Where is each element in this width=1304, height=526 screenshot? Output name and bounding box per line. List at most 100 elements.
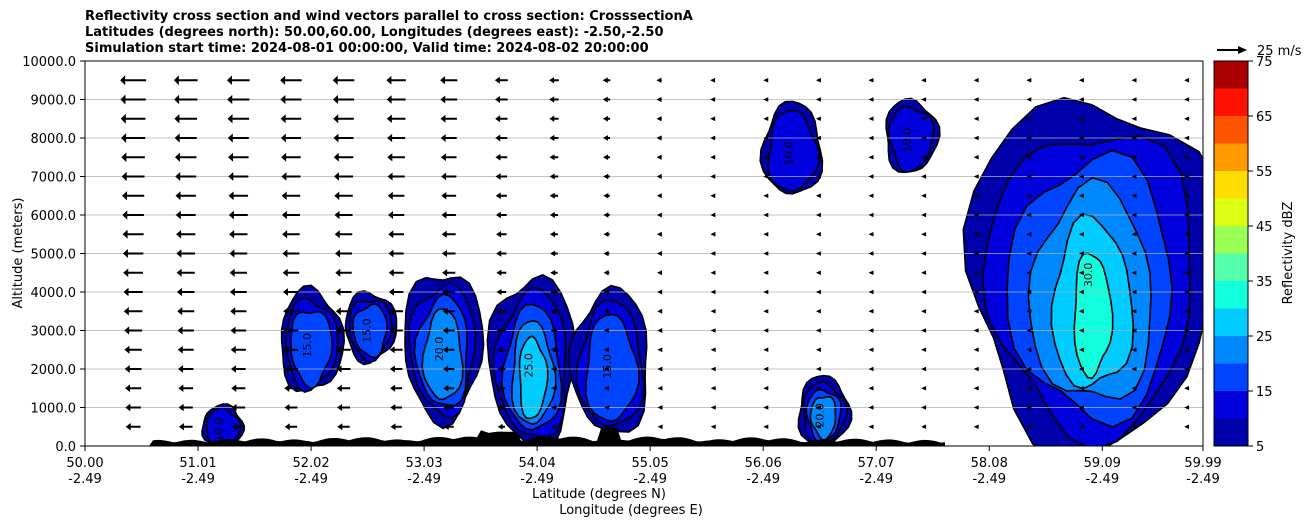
y-tick-label: 1000.0: [31, 402, 77, 417]
colorbar-tick-label: 15: [1256, 385, 1273, 400]
wind-vector-head: [175, 191, 181, 201]
wind-vector-head: [280, 75, 286, 85]
wind-vector-head: [1026, 116, 1032, 121]
wind-vector-head: [603, 250, 609, 257]
reflectivity-contour: [1073, 252, 1114, 380]
contour-label: 10.0: [782, 141, 795, 166]
wind-vector-head: [1078, 328, 1084, 333]
wind-vector-head: [1131, 155, 1137, 160]
wind-vector-head: [973, 386, 979, 391]
wind-vector-head: [174, 94, 180, 105]
wind-vector-head: [550, 269, 556, 276]
wind-vector-head: [440, 95, 446, 104]
colorbar-tick-label: 35: [1256, 275, 1273, 290]
x-tick-label-lon: -2.49: [68, 472, 102, 487]
wind-vector-head: [124, 345, 130, 354]
wind-vector-head: [176, 287, 182, 297]
wind-vector-head: [603, 327, 609, 334]
wind-vector-head: [815, 116, 821, 121]
wind-vector-head: [657, 366, 663, 372]
wind-vector-head: [1026, 386, 1032, 391]
wind-vector-head: [497, 404, 503, 411]
contour-label: 15.0: [301, 333, 314, 358]
wind-vector-head: [550, 250, 556, 257]
terrain-silhouette: [85, 427, 945, 446]
wind-vector-head: [283, 346, 289, 354]
wind-vector-head: [440, 134, 446, 142]
wind-vector-head: [815, 270, 821, 275]
wind-vector-head: [495, 192, 501, 200]
wind-vector-head: [1184, 135, 1190, 141]
colorbar-segment: [1214, 198, 1248, 226]
contour-label: 25.0: [523, 353, 536, 378]
wind-vector-head: [174, 152, 180, 162]
wind-vector-head: [1184, 405, 1190, 410]
wind-vector-head: [1078, 386, 1084, 391]
wind-vector-head: [441, 230, 447, 238]
wind-vector-head: [710, 193, 716, 199]
wind-vector-head: [868, 309, 874, 314]
x-tick-label-lon: -2.49: [1085, 472, 1119, 487]
wind-vector-head: [495, 153, 501, 161]
wind-vector-head: [1078, 155, 1084, 160]
wind-vector-head: [386, 114, 392, 123]
x-tick-label-lat: 57.07: [858, 456, 895, 471]
chart-title-line-1: Reflectivity cross section and wind vect…: [85, 9, 693, 24]
quiver-key: 25 m/s: [1217, 44, 1302, 59]
wind-vector-head: [229, 249, 235, 258]
wind-vector-head: [178, 384, 184, 393]
wind-vector-head: [549, 173, 555, 180]
wind-vector-head: [973, 232, 979, 237]
x-tick-label-lat: 52.02: [292, 456, 329, 471]
wind-vector-head: [550, 289, 556, 295]
wind-vector-head: [763, 405, 769, 410]
x-tick-label-lon: -2.49: [972, 472, 1006, 487]
wind-vector-head: [710, 174, 716, 179]
wind-vector-head: [1184, 328, 1190, 333]
wind-vector-head: [549, 115, 555, 122]
wind-vector-head: [868, 251, 874, 256]
wind-vector-head: [1078, 174, 1084, 179]
wind-vector-head: [868, 174, 874, 179]
wind-vector-head: [1184, 193, 1190, 198]
wind-vector-head: [973, 78, 979, 83]
wind-vector-head: [868, 155, 874, 160]
wind-vector-head: [230, 345, 236, 354]
wind-vector-head: [921, 212, 927, 218]
wind-vector-head: [550, 346, 556, 353]
wind-vector-head: [763, 116, 769, 121]
wind-vector-head: [281, 152, 287, 162]
plot-area: 10.0 15.0 15.0 20.0 25.0 15.0 10.0 20.0 10.0 30.0: [85, 61, 1203, 446]
wind-vector-head: [1078, 366, 1084, 372]
wind-vector-head: [1184, 347, 1190, 352]
wind-vector-head: [868, 270, 874, 275]
wind-vector-head: [281, 172, 287, 181]
wind-vector-head: [1078, 309, 1084, 314]
wind-vector-head: [710, 270, 716, 276]
wind-vector-head: [1078, 251, 1084, 256]
wind-vector-head: [973, 116, 979, 121]
wind-vector-head: [1184, 97, 1190, 102]
wind-vector-head: [1184, 270, 1190, 275]
colorbar-segment: [1214, 61, 1248, 89]
wind-vector-head: [1184, 366, 1190, 372]
wind-vector-head: [1026, 328, 1032, 333]
wind-vector-head: [1026, 193, 1032, 198]
wind-vector-head: [763, 97, 769, 102]
wind-vector-head: [386, 95, 392, 104]
wind-vector-head: [174, 114, 180, 124]
contour-labels: 10.0 15.0 15.0 20.0 25.0 15.0 10.0 20.0 10.0 30.0: [213, 128, 1096, 442]
wind-vector-head: [868, 97, 874, 102]
wind-vector-head: [175, 171, 181, 182]
wind-vector-head: [868, 386, 874, 391]
wind-vector-head: [1131, 232, 1137, 237]
wind-vector-head: [496, 346, 502, 353]
chart-title-line-2: Latitudes (degrees north): 50.00,60.00, …: [85, 25, 664, 40]
wind-vector-head: [603, 173, 609, 180]
wind-vector-head: [441, 191, 447, 200]
wind-vector-head: [1131, 193, 1137, 198]
wind-vector-head: [496, 230, 502, 238]
wind-vector-head: [122, 249, 128, 258]
wind-vector-head: [125, 403, 131, 412]
wind-vector-head: [656, 173, 662, 180]
